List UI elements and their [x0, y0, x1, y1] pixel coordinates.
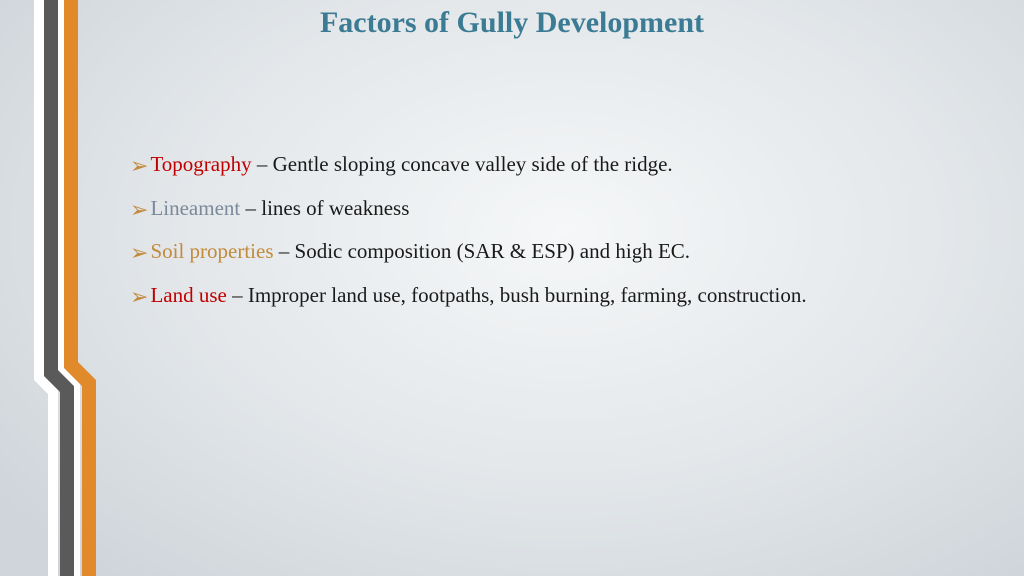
- item-desc: – lines of weakness: [240, 196, 409, 220]
- item-term: Topography: [150, 152, 251, 176]
- slide: Factors of Gully Development ➢Topography…: [0, 0, 1024, 576]
- list-item: ➢Topography – Gentle sloping concave val…: [130, 150, 980, 180]
- item-desc: – Improper land use, footpaths, bush bur…: [227, 283, 807, 307]
- item-term: Land use: [150, 283, 226, 307]
- item-desc: – Sodic composition (SAR & ESP) and high…: [274, 239, 691, 263]
- chevron-bullet-icon: ➢: [130, 282, 148, 312]
- list-item: ➢Lineament – lines of weakness: [130, 194, 980, 224]
- item-text: Soil properties – Sodic composition (SAR…: [150, 237, 690, 265]
- item-text: Land use – Improper land use, footpaths,…: [150, 281, 806, 309]
- chevron-bullet-icon: ➢: [130, 151, 148, 181]
- list-item: ➢Soil properties – Sodic composition (SA…: [130, 237, 980, 267]
- list-item: ➢Land use – Improper land use, footpaths…: [130, 281, 980, 311]
- bullet-list: ➢Topography – Gentle sloping concave val…: [130, 150, 980, 325]
- item-text: Lineament – lines of weakness: [150, 194, 409, 222]
- chevron-bullet-icon: ➢: [130, 238, 148, 268]
- item-text: Topography – Gentle sloping concave vall…: [150, 150, 672, 178]
- chevron-bullet-icon: ➢: [130, 195, 148, 225]
- item-term: Soil properties: [150, 239, 273, 263]
- title-text: Factors of Gully Development: [320, 6, 704, 39]
- slide-title: Factors of Gully Development: [0, 6, 1024, 40]
- item-term: Lineament: [150, 196, 240, 220]
- item-desc: – Gentle sloping concave valley side of …: [252, 152, 673, 176]
